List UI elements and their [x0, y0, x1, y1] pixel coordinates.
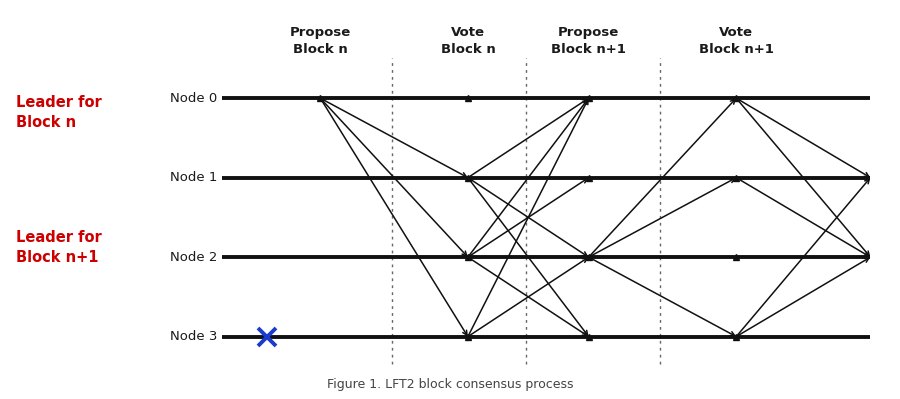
Text: Node 0: Node 0: [170, 92, 218, 105]
Text: Node 2: Node 2: [170, 251, 218, 264]
Text: Node 1: Node 1: [170, 171, 218, 184]
Text: Leader for
Block n+1: Leader for Block n+1: [16, 231, 102, 265]
Text: Figure 1. LFT2 block consensus process: Figure 1. LFT2 block consensus process: [327, 378, 573, 391]
Text: Propose
Block n: Propose Block n: [290, 26, 351, 56]
Text: Propose
Block n+1: Propose Block n+1: [551, 26, 626, 56]
Text: Node 3: Node 3: [170, 330, 218, 343]
Text: Vote
Block n: Vote Block n: [440, 26, 495, 56]
Text: Vote
Block n+1: Vote Block n+1: [698, 26, 774, 56]
Text: Leader for
Block n: Leader for Block n: [16, 95, 102, 130]
